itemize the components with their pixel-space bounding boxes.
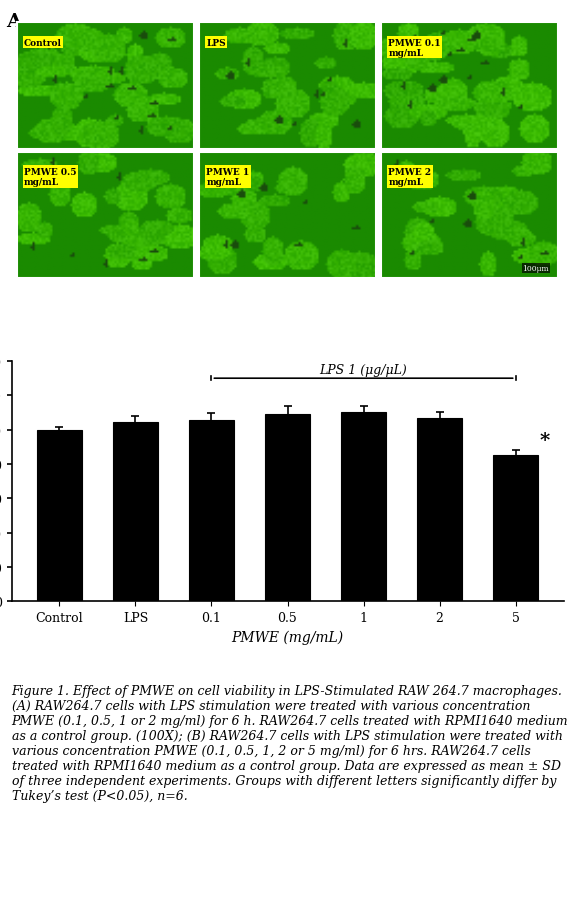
Text: PMWE 0.1
mg/mL: PMWE 0.1 mg/mL bbox=[388, 38, 441, 58]
Bar bbox=[189, 421, 234, 601]
X-axis label: PMWE (mg/mL): PMWE (mg/mL) bbox=[231, 630, 344, 644]
Bar bbox=[113, 423, 158, 601]
Bar bbox=[493, 456, 538, 601]
Text: PMWE 0.5
mg/mL: PMWE 0.5 mg/mL bbox=[24, 168, 76, 187]
Text: PMWE 1
mg/mL: PMWE 1 mg/mL bbox=[206, 168, 250, 187]
Text: A: A bbox=[6, 13, 21, 31]
Text: PMWE 2
mg/mL: PMWE 2 mg/mL bbox=[388, 168, 431, 187]
Text: LPS 1 (μg/μL): LPS 1 (μg/μL) bbox=[320, 363, 408, 376]
Text: Control: Control bbox=[24, 38, 62, 47]
Bar bbox=[264, 415, 310, 601]
Text: 100μm: 100μm bbox=[523, 264, 549, 272]
Bar bbox=[341, 412, 386, 601]
Bar bbox=[417, 418, 462, 601]
Text: Figure 1. Effect of PMWE on cell viability in LPS-Stimulated RAW 264.7 macrophag: Figure 1. Effect of PMWE on cell viabili… bbox=[12, 684, 568, 802]
Text: LPS: LPS bbox=[206, 38, 226, 47]
Text: *: * bbox=[539, 431, 550, 449]
Bar bbox=[37, 430, 82, 601]
